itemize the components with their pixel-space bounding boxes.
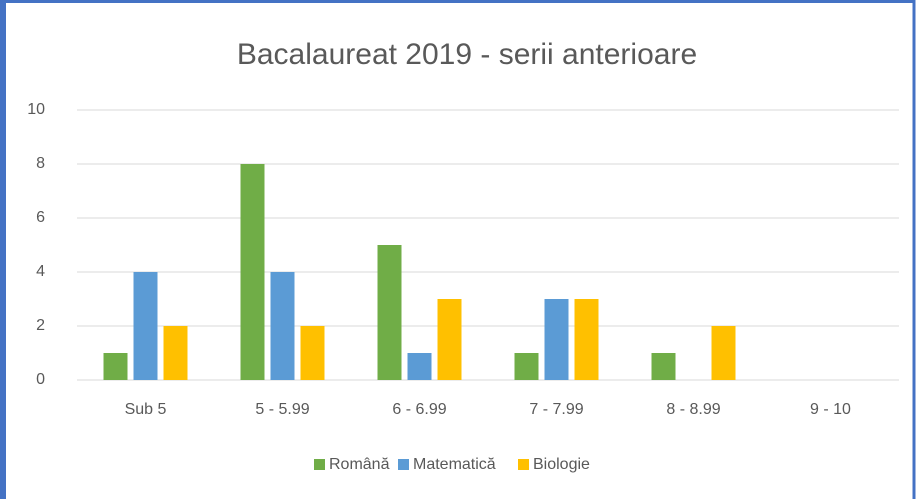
bar xyxy=(407,353,432,380)
x-tick-label: 6 - 6.99 xyxy=(392,401,446,418)
x-tick-label: 8 - 8.99 xyxy=(666,401,720,418)
legend-swatch xyxy=(518,459,529,470)
bar xyxy=(574,299,599,380)
bar xyxy=(514,353,539,380)
x-tick-label: 5 - 5.99 xyxy=(255,401,309,418)
bar xyxy=(103,353,128,380)
bar xyxy=(711,326,736,380)
bar xyxy=(300,326,325,380)
bar xyxy=(651,353,676,380)
bar xyxy=(544,299,569,380)
legend-label: Română xyxy=(329,456,390,473)
bar xyxy=(270,272,295,380)
legend-label: Matematică xyxy=(413,456,496,473)
y-tick-label: 8 xyxy=(36,155,45,172)
y-tick-label: 10 xyxy=(27,101,45,118)
y-tick-label: 2 xyxy=(36,317,45,334)
x-tick-label: Sub 5 xyxy=(125,401,167,418)
bar xyxy=(437,299,462,380)
x-tick-label: 7 - 7.99 xyxy=(529,401,583,418)
legend-swatch xyxy=(398,459,409,470)
bar xyxy=(377,245,402,380)
x-tick-label: 9 - 10 xyxy=(810,401,851,418)
chart-title: Bacalaureat 2019 - serii anterioare xyxy=(237,38,697,71)
bar xyxy=(133,272,158,380)
bar xyxy=(240,164,265,380)
legend-label: Biologie xyxy=(533,456,590,473)
legend-swatch xyxy=(314,459,325,470)
y-tick-label: 4 xyxy=(36,263,45,280)
y-tick-label: 0 xyxy=(36,371,45,388)
y-tick-label: 6 xyxy=(36,209,45,226)
bar xyxy=(163,326,188,380)
frame-left xyxy=(0,0,6,499)
